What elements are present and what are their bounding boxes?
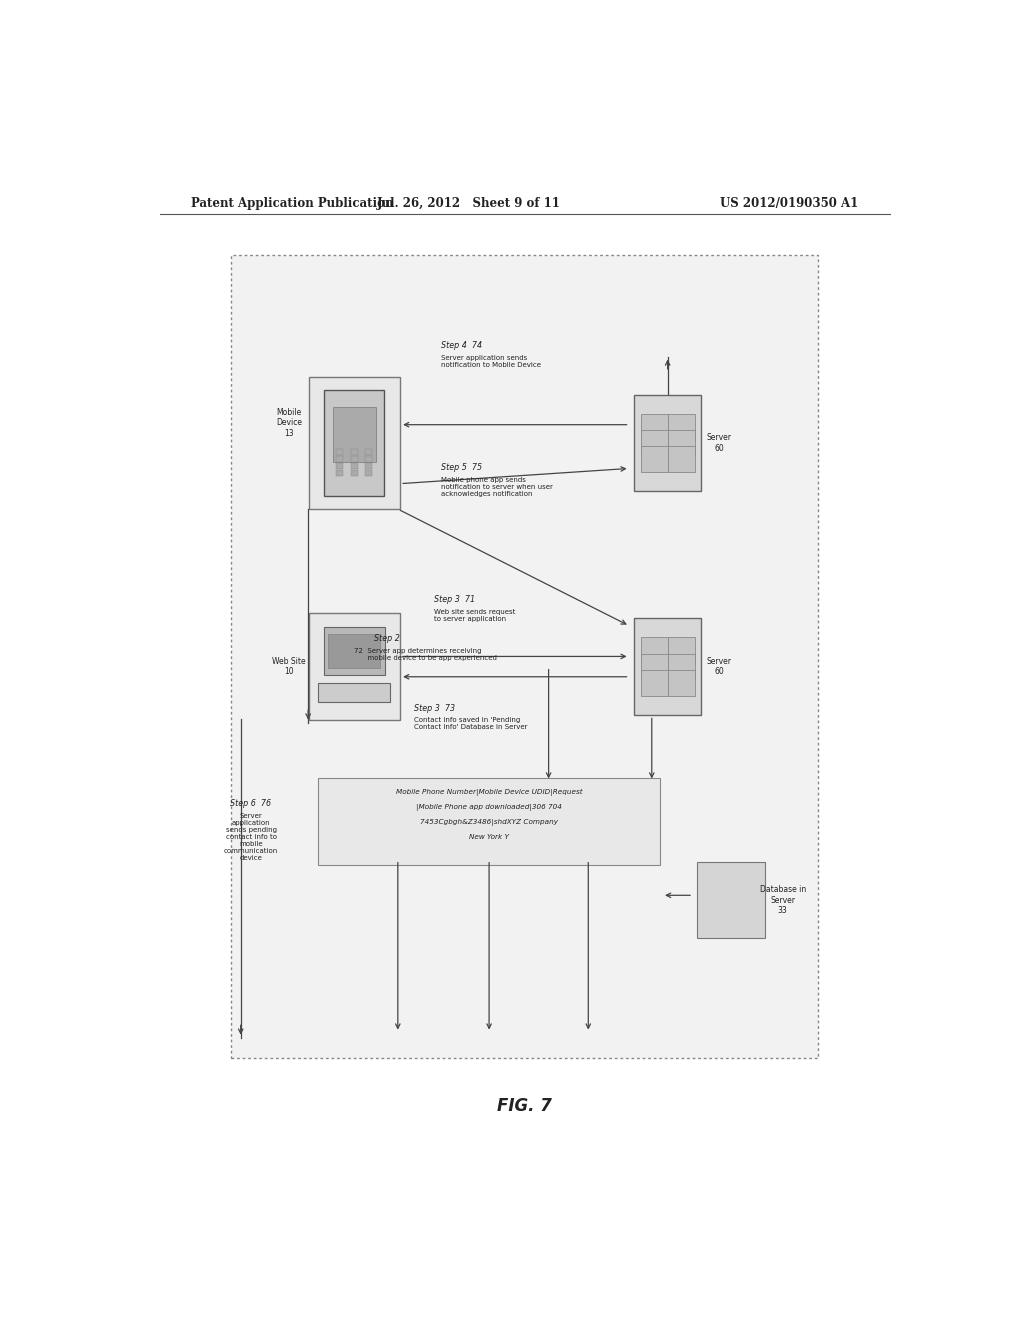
FancyBboxPatch shape (336, 470, 343, 475)
Text: Mobile phone app sends
notification to server when user
acknowledges notificatio: Mobile phone app sends notification to s… (441, 477, 553, 496)
Text: US 2012/0190350 A1: US 2012/0190350 A1 (720, 197, 858, 210)
FancyBboxPatch shape (318, 682, 390, 702)
FancyBboxPatch shape (641, 413, 668, 440)
Text: Jul. 26, 2012   Sheet 9 of 11: Jul. 26, 2012 Sheet 9 of 11 (377, 197, 561, 210)
FancyBboxPatch shape (324, 627, 385, 675)
Text: Server
60: Server 60 (707, 433, 732, 453)
FancyBboxPatch shape (308, 614, 399, 719)
FancyBboxPatch shape (668, 653, 694, 680)
Text: Step 3  71: Step 3 71 (433, 595, 475, 605)
FancyBboxPatch shape (365, 463, 372, 469)
Text: Server
application
sends pending
contact info to
mobile
communication
device: Server application sends pending contact… (224, 813, 279, 861)
FancyBboxPatch shape (350, 449, 357, 454)
FancyBboxPatch shape (336, 457, 343, 462)
FancyBboxPatch shape (350, 457, 357, 462)
FancyBboxPatch shape (365, 449, 372, 454)
FancyBboxPatch shape (365, 470, 372, 475)
Text: New York Y: New York Y (469, 834, 509, 841)
FancyBboxPatch shape (318, 779, 659, 865)
FancyBboxPatch shape (350, 463, 357, 469)
FancyBboxPatch shape (697, 862, 765, 939)
FancyBboxPatch shape (634, 395, 701, 491)
FancyBboxPatch shape (329, 634, 380, 668)
Text: Mobile Phone Number|Mobile Device UDID|Request: Mobile Phone Number|Mobile Device UDID|R… (395, 788, 583, 796)
Text: Server
60: Server 60 (707, 657, 732, 676)
Text: |Mobile Phone app downloaded|306 704: |Mobile Phone app downloaded|306 704 (416, 804, 562, 810)
FancyBboxPatch shape (668, 413, 694, 440)
Text: Server application sends
notification to Mobile Device: Server application sends notification to… (441, 355, 542, 367)
Text: 7453Cgbgh&Z3486|shdXYZ Company: 7453Cgbgh&Z3486|shdXYZ Company (420, 818, 558, 826)
Text: Step 5  75: Step 5 75 (441, 463, 482, 473)
FancyBboxPatch shape (634, 618, 701, 715)
FancyBboxPatch shape (668, 446, 694, 473)
Text: Mobile
Device
13: Mobile Device 13 (276, 408, 302, 437)
FancyBboxPatch shape (641, 430, 668, 455)
FancyBboxPatch shape (336, 463, 343, 469)
FancyBboxPatch shape (333, 407, 376, 462)
FancyBboxPatch shape (641, 446, 668, 473)
Text: FIG. 7: FIG. 7 (498, 1097, 552, 1114)
FancyBboxPatch shape (231, 255, 818, 1057)
Text: Database in
Server
33: Database in Server 33 (760, 886, 806, 915)
FancyBboxPatch shape (641, 669, 668, 696)
Text: Web site sends request
to server application: Web site sends request to server applica… (433, 609, 515, 622)
Text: Contact info saved in 'Pending
Contact Info' Database in Server: Contact info saved in 'Pending Contact I… (414, 718, 527, 730)
FancyBboxPatch shape (325, 389, 384, 496)
Text: Step 6  76: Step 6 76 (230, 799, 271, 808)
FancyBboxPatch shape (668, 430, 694, 455)
Text: Patent Application Publication: Patent Application Publication (191, 197, 394, 210)
FancyBboxPatch shape (641, 653, 668, 680)
FancyBboxPatch shape (365, 457, 372, 462)
FancyBboxPatch shape (336, 449, 343, 454)
FancyBboxPatch shape (668, 669, 694, 696)
FancyBboxPatch shape (641, 638, 668, 664)
Text: Step 3  73: Step 3 73 (414, 704, 455, 713)
FancyBboxPatch shape (668, 638, 694, 664)
Text: Web Site
10: Web Site 10 (272, 657, 306, 676)
Text: Step 4  74: Step 4 74 (441, 342, 482, 350)
FancyBboxPatch shape (350, 470, 357, 475)
Text: 72  Server app determines receiving
      mobile device to be app experienced: 72 Server app determines receiving mobil… (354, 648, 497, 661)
FancyBboxPatch shape (308, 378, 399, 510)
Text: Step 2: Step 2 (374, 634, 400, 643)
